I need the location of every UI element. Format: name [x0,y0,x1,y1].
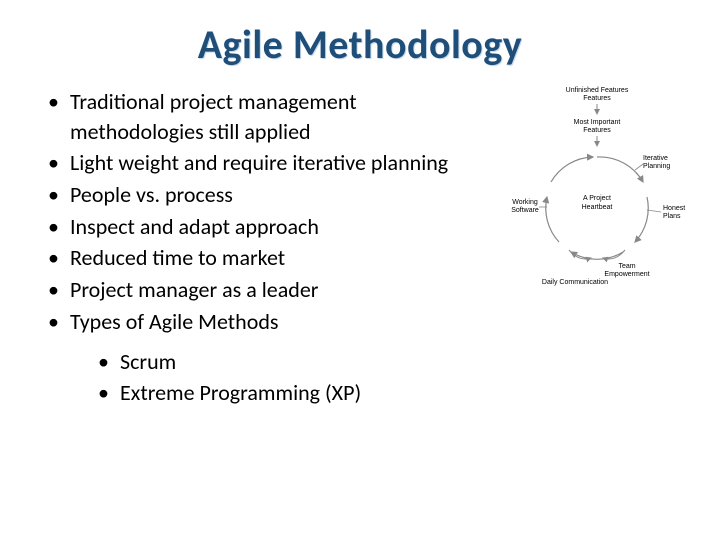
bullet-item: Types of Agile Methods [48,307,495,337]
diagram-node-label: Iterative [643,155,668,162]
diagram-label: Features [583,95,611,102]
diagram-node-label: Software [511,207,539,214]
diagram-node-label: Daily Communication [542,279,608,286]
diagram-node-label: Honest [663,205,685,212]
slide: Agile Methodology Traditional project ma… [0,0,720,540]
bullet-item: Light weight and require iterative plann… [48,148,495,178]
bullet-item: Project manager as a leader [48,275,495,305]
diagram-node-label: Empowerment [604,271,649,278]
diagram-node-label: Planning [643,163,670,170]
diagram-node-label: Team [618,263,635,270]
sub-bullet-item: Scrum [98,347,495,377]
bullet-item: Reduced time to market [48,243,495,273]
diagram-node-label: Working [512,199,538,206]
content-row: Traditional project management methodolo… [30,87,690,410]
diagram-label: Unfinished Features [566,87,629,94]
diagram-center-label: A Project [583,195,611,202]
sub-bullet-list: Scrum Extreme Programming (XP) [48,347,495,408]
bullet-item: People vs. process [48,180,495,210]
diagram-node-label: Plans [663,213,681,220]
slide-title: Agile Methodology [30,20,690,69]
diagram-label: Features [583,127,611,134]
bullet-list-container: Traditional project management methodolo… [30,87,495,410]
agile-cycle-diagram: Unfinished Features Features Most Import… [505,82,690,292]
bullet-item: Inspect and adapt approach [48,212,495,242]
diagram-center-label: Heartbeat [582,204,613,211]
diagram-label: Most Important [574,119,621,126]
bullet-list: Traditional project management methodolo… [48,87,495,337]
sub-bullet-item: Extreme Programming (XP) [98,378,495,408]
bullet-item: Traditional project management methodolo… [48,87,495,146]
